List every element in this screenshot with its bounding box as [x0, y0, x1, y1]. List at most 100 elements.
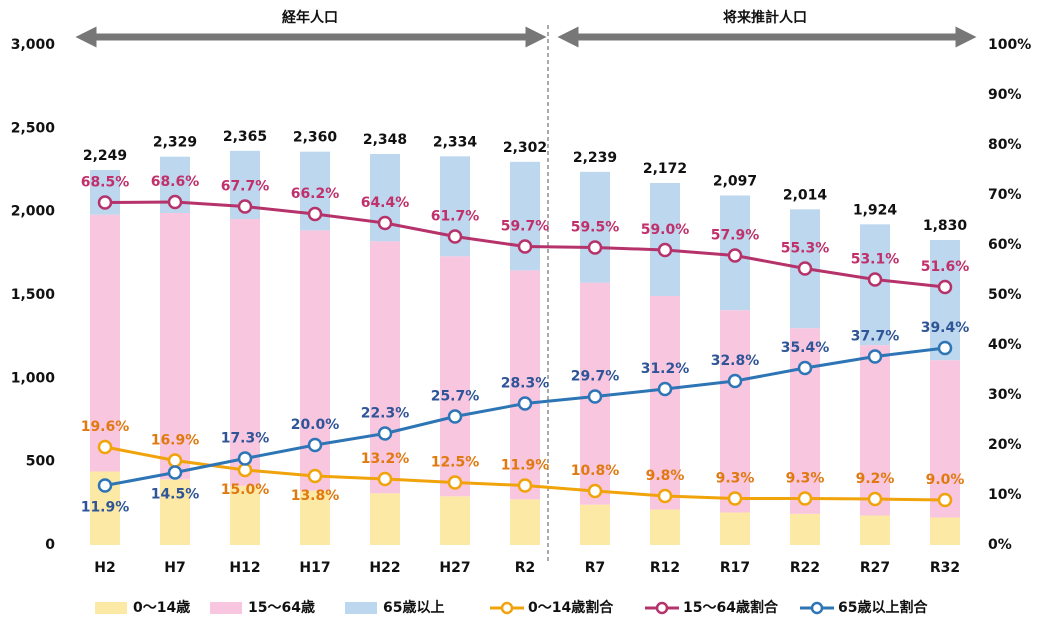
bar-segment	[860, 345, 890, 516]
value-label: 19.6%	[81, 419, 130, 435]
header-label: 将来推計人口	[723, 9, 807, 26]
value-label: 9.3%	[786, 471, 825, 487]
line-point	[377, 471, 393, 487]
bar-segment	[440, 256, 470, 497]
value-label: 14.5%	[151, 487, 200, 503]
y2-tick-label: 60%	[988, 237, 1022, 253]
line-point	[797, 261, 813, 276]
value-label: 16.9%	[151, 433, 200, 449]
value-label: 9.3%	[716, 471, 755, 487]
x-tick-label: R27	[860, 560, 890, 576]
value-label: 51.6%	[921, 259, 970, 275]
x-tick-label: R22	[790, 560, 820, 576]
value-label: 11.9%	[501, 458, 550, 474]
value-label: 59.7%	[501, 219, 550, 235]
x-tick-label: H17	[299, 560, 330, 576]
value-label: 11.9%	[81, 500, 130, 516]
bar-segment	[160, 213, 190, 480]
line-point	[657, 381, 673, 397]
line-point	[167, 453, 183, 468]
value-label: 9.2%	[856, 471, 895, 487]
line-point	[937, 492, 953, 508]
legend-label: 65歳以上	[383, 599, 444, 616]
value-label: 10.8%	[571, 463, 620, 479]
value-label: 12.5%	[431, 455, 480, 471]
legend-label: 0～14歳割合	[528, 599, 614, 616]
legend-label: 15～64歳割合	[683, 599, 779, 616]
y2-tick-label: 20%	[988, 437, 1022, 453]
bar-segment	[930, 517, 960, 545]
y2-tick-label: 0%	[988, 537, 1012, 553]
bar-segment	[720, 512, 750, 545]
y-tick-label: 2,000	[11, 204, 56, 220]
value-label: 66.2%	[291, 186, 340, 202]
line-point	[657, 242, 673, 258]
y-tick-label: 1,500	[11, 287, 56, 303]
value-label: 25.7%	[431, 389, 480, 405]
y2-tick-label: 80%	[988, 137, 1022, 153]
bar-segment	[860, 515, 890, 545]
bar-segment	[930, 240, 960, 361]
y-tick-label: 0	[45, 537, 55, 553]
legend-swatch	[95, 602, 127, 614]
line-point	[517, 478, 533, 493]
bar-segment	[790, 513, 820, 545]
value-label: 53.1%	[851, 252, 900, 268]
line-point	[587, 483, 603, 499]
line-point	[447, 409, 463, 424]
y-tick-label: 500	[26, 454, 55, 470]
value-label: 37.7%	[851, 329, 900, 345]
value-label: 32.8%	[711, 353, 760, 369]
y2-tick-label: 50%	[988, 287, 1022, 303]
total-label: 2,172	[643, 161, 687, 177]
line-point	[307, 437, 323, 453]
line-point	[237, 462, 253, 478]
total-label: 2,360	[293, 130, 338, 146]
total-label: 2,365	[223, 129, 267, 145]
bar-segment	[230, 485, 260, 545]
value-label: 20.0%	[291, 417, 340, 433]
total-label: 2,329	[153, 135, 197, 151]
y2-tick-label: 30%	[988, 387, 1022, 403]
bar-segment	[720, 310, 750, 513]
line-point	[587, 240, 603, 255]
line-point	[797, 360, 813, 376]
y2-tick-label: 90%	[988, 87, 1022, 103]
line-point	[727, 248, 743, 263]
y-tick-label: 3,000	[11, 37, 56, 53]
y2-tick-label: 100%	[988, 37, 1031, 53]
total-label: 2,348	[363, 132, 407, 148]
total-label: 1,830	[923, 218, 968, 234]
x-tick-label: H22	[369, 560, 400, 576]
bar-segment	[930, 360, 960, 518]
bar-segment	[650, 296, 680, 510]
value-label: 35.4%	[781, 340, 830, 356]
y-tick-label: 2,500	[11, 120, 56, 136]
line-point	[937, 340, 953, 356]
value-label: 13.8%	[291, 488, 340, 504]
line-point	[727, 491, 743, 506]
total-label: 2,014	[783, 187, 828, 203]
bar-segment	[90, 214, 120, 472]
line-point	[517, 239, 533, 254]
value-label: 68.5%	[81, 175, 130, 191]
bar-segment	[650, 183, 680, 296]
x-tick-label: R7	[585, 560, 606, 576]
value-label: 59.5%	[571, 220, 620, 236]
line-point	[867, 349, 883, 364]
x-tick-label: H27	[439, 560, 470, 576]
bar-segment	[510, 499, 540, 545]
bar-segment	[790, 328, 820, 514]
line-point	[97, 195, 113, 210]
value-label: 31.2%	[641, 361, 690, 377]
x-tick-label: R17	[720, 560, 750, 576]
bar-segment	[510, 161, 540, 271]
legend-label: 15～64歳	[248, 599, 315, 616]
value-label: 9.8%	[646, 468, 685, 484]
value-label: 9.0%	[926, 472, 965, 488]
line-point	[867, 491, 883, 507]
legend-swatch	[345, 602, 377, 614]
value-label: 64.4%	[361, 195, 410, 211]
line-point	[237, 199, 253, 214]
y2-tick-label: 10%	[988, 487, 1022, 503]
